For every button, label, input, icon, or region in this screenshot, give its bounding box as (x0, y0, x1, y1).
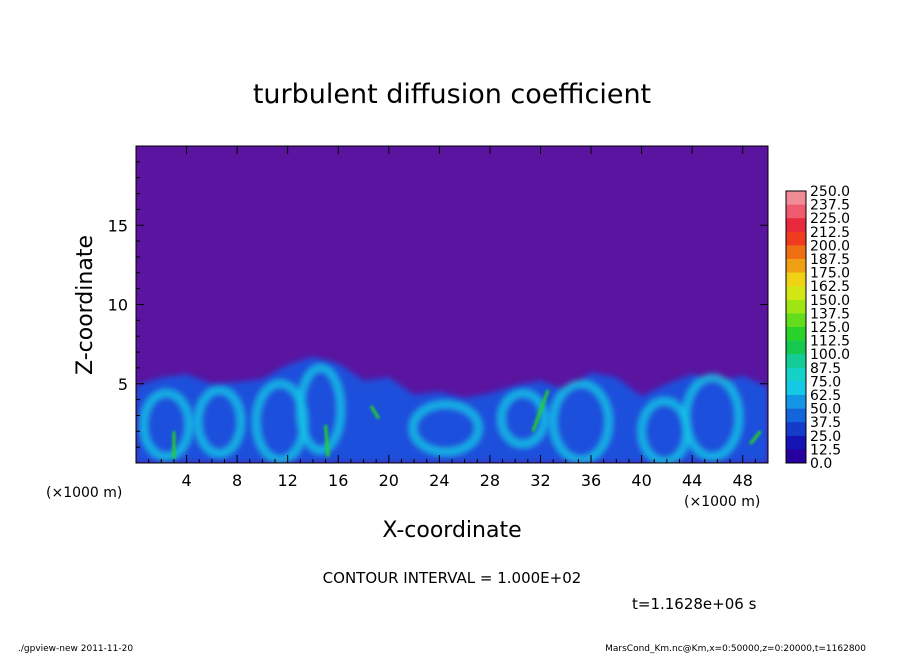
x-tick-label: 16 (328, 471, 348, 490)
streak (749, 430, 762, 445)
colorbar-label: 75.0 (810, 374, 841, 390)
colorbar-swatch (786, 381, 806, 396)
colorbar-swatch (786, 367, 806, 382)
field-blobs (136, 356, 768, 463)
colorbar-label: 137.5 (810, 306, 850, 322)
y-axis-label: Z-coordinate (73, 235, 98, 375)
x-tick-label: 44 (682, 471, 702, 490)
x-unit-right: (×1000 m) (684, 494, 760, 510)
y-tick-label: 10 (108, 296, 128, 315)
colorbar-swatch (786, 204, 806, 219)
eddy-ring (296, 364, 345, 454)
colorbar-swatch (786, 218, 806, 233)
colorbar-label: 62.5 (810, 388, 841, 404)
colorbar-label: 212.5 (810, 225, 850, 241)
streak (369, 405, 380, 420)
footer-left: ./gpview-new 2011-11-20 (18, 644, 133, 654)
colorbar-label: 175.0 (810, 266, 850, 282)
colorbar-label: 250.0 (810, 184, 850, 200)
colorbar-swatch (786, 231, 806, 246)
colorbar-swatch (786, 259, 806, 273)
x-tick-label: 36 (581, 471, 601, 490)
colorbar: 250.0237.5225.0212.5200.0187.5175.0162.5… (785, 184, 850, 472)
colorbar-swatch (786, 408, 806, 423)
colorbar-swatch (786, 395, 806, 409)
colorbar-swatch (786, 449, 806, 464)
x-tick-label: 32 (530, 471, 550, 490)
colorbar-swatch (786, 422, 806, 437)
eddy-ring (497, 389, 548, 448)
x-tick-label: 28 (480, 471, 500, 490)
colorbar-swatch (786, 245, 806, 260)
x-tick-label: 4 (181, 471, 191, 490)
colorbar-label: 237.5 (810, 198, 850, 214)
x-tick-label: 12 (278, 471, 298, 490)
x-tick-label: 48 (733, 471, 753, 490)
colorbar-label: 200.0 (810, 238, 850, 254)
colorbar-label: 162.5 (810, 279, 850, 295)
colorbar-label: 50.0 (810, 402, 841, 418)
colorbar-label: 100.0 (810, 347, 850, 363)
time-label: t=1.1628e+06 s (632, 595, 757, 613)
colorbar-label: 0.0 (810, 456, 832, 472)
y-axis-ticks: 5 10 15 (108, 161, 768, 448)
colorbar-label: 87.5 (810, 361, 841, 377)
colorbar-label: 225.0 (810, 211, 850, 227)
colorbar-frame (785, 190, 807, 464)
y-tick-label: 5 (118, 375, 128, 394)
eddy-ring (140, 389, 193, 461)
y-tick-label: 15 (108, 216, 128, 235)
streak (324, 424, 330, 457)
colorbar-label: 125.0 (810, 320, 850, 336)
colorbar-swatch (786, 313, 806, 328)
field-streaks (172, 389, 762, 459)
diffusion-field (136, 356, 768, 463)
colorbar-swatch (786, 272, 806, 287)
colorbar-swatch (786, 340, 806, 355)
x-axis-ticks: 4 8 12 16 20 24 28 32 36 40 44 48 (148, 146, 756, 490)
colorbar-swatch (786, 191, 806, 205)
colorbar-swatch (786, 327, 806, 341)
x-tick-label: 8 (232, 471, 242, 490)
x-tick-label: 20 (379, 471, 399, 490)
colorbar-label: 37.5 (810, 415, 841, 431)
footer-right: MarsCond_Km.nc@Km,x=0:50000,z=0:20000,t=… (605, 644, 866, 654)
x-axis-label: X-coordinate (382, 518, 521, 543)
x-tick-label: 40 (631, 471, 651, 490)
colorbar-label: 112.5 (810, 334, 850, 350)
eddy-ring (549, 380, 613, 463)
colorbar-label: 187.5 (810, 252, 850, 268)
colorbar-swatch (786, 435, 806, 450)
colorbar-label: 150.0 (810, 293, 850, 309)
eddy-ring (194, 386, 245, 457)
eddy-ring (409, 400, 483, 456)
colorbar-swatch (786, 354, 806, 369)
colorbar-swatch (786, 299, 806, 314)
x-tick-label: 24 (429, 471, 449, 490)
colorbar-label: 25.0 (810, 429, 841, 445)
colorbar-swatch (786, 286, 806, 301)
chart-title: turbulent diffusion coefficient (253, 79, 651, 110)
colorbar-label: 12.5 (810, 442, 841, 458)
eddy-ring (682, 373, 743, 461)
x-unit-left: (×1000 m) (46, 485, 122, 501)
streak (531, 389, 550, 432)
contour-interval: CONTOUR INTERVAL = 1.000E+02 (323, 569, 582, 587)
